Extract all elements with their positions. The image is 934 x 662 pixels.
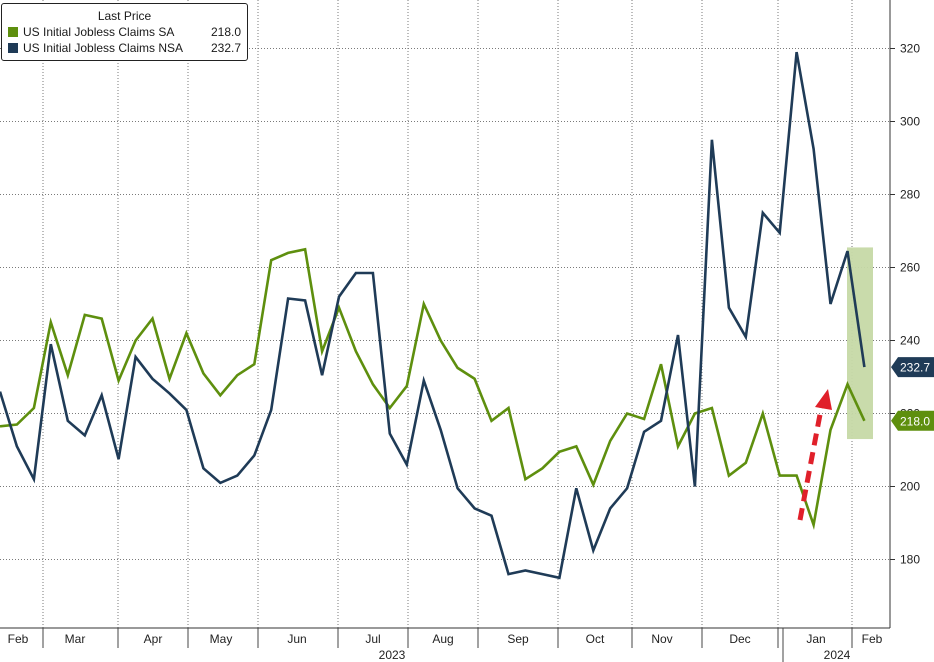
y-tick-label: 300 (900, 115, 920, 129)
x-month-label: Sep (507, 632, 529, 646)
x-month-label: Jul (365, 632, 380, 646)
legend-label-nsa: US Initial Jobless Claims NSA (23, 41, 184, 55)
grid-lines (0, 0, 890, 628)
x-month-label: Oct (586, 632, 605, 646)
legend-swatch-sa (8, 27, 18, 37)
last-value-tag-bg (891, 357, 934, 378)
series-layer (0, 51, 866, 580)
y-tick-label: 320 (900, 42, 920, 56)
y-tick-label: 280 (900, 188, 920, 202)
trend-arrow-head (815, 389, 832, 410)
trend-arrow-shaft (797, 403, 825, 521)
last-value-tag-bg (891, 410, 934, 431)
last-value-tag-text: 232.7 (900, 361, 930, 375)
last-value-tag-layer: 218.0 232.7 (891, 357, 934, 431)
legend-swatch-nsa (8, 43, 18, 53)
legend-title: Last Price (97, 9, 152, 23)
x-year-label: 2023 (379, 648, 406, 662)
legend: Last Price US Initial Jobless Claims SA … (1, 3, 248, 61)
y-tick-label: 240 (900, 334, 920, 348)
y-tick-label: 200 (900, 480, 920, 494)
series-line-nsa (0, 51, 866, 580)
legend-entry-sa: US Initial Jobless Claims SA 218.0 (2, 24, 247, 40)
x-month-label: Aug (432, 632, 453, 646)
trend-arrow-layer (797, 389, 832, 521)
legend-value-nsa: 232.7 (210, 41, 241, 55)
legend-label-sa: US Initial Jobless Claims SA (23, 25, 175, 39)
x-month-label: Apr (144, 632, 163, 646)
last-value-tag-nsa: 232.7 (891, 357, 934, 378)
x-month-label: Jun (287, 632, 306, 646)
x-month-label: May (210, 632, 233, 646)
y-tick-label: 180 (900, 553, 920, 567)
x-year-label: 2024 (824, 648, 851, 662)
last-value-tag-text: 218.0 (900, 414, 930, 428)
x-month-label: Jan (806, 632, 825, 646)
x-month-label: Dec (729, 632, 750, 646)
x-month-label: Mar (65, 632, 86, 646)
x-month-label: Feb (8, 632, 29, 646)
y-tick-label: 260 (900, 261, 920, 275)
legend-entry-nsa: US Initial Jobless Claims NSA 232.7 (2, 40, 247, 56)
x-month-label: Nov (651, 632, 672, 646)
series-line-sa (0, 247, 866, 530)
last-value-tag-sa: 218.0 (891, 410, 934, 431)
legend-value-sa: 218.0 (210, 25, 241, 39)
x-month-label: Feb (862, 632, 883, 646)
